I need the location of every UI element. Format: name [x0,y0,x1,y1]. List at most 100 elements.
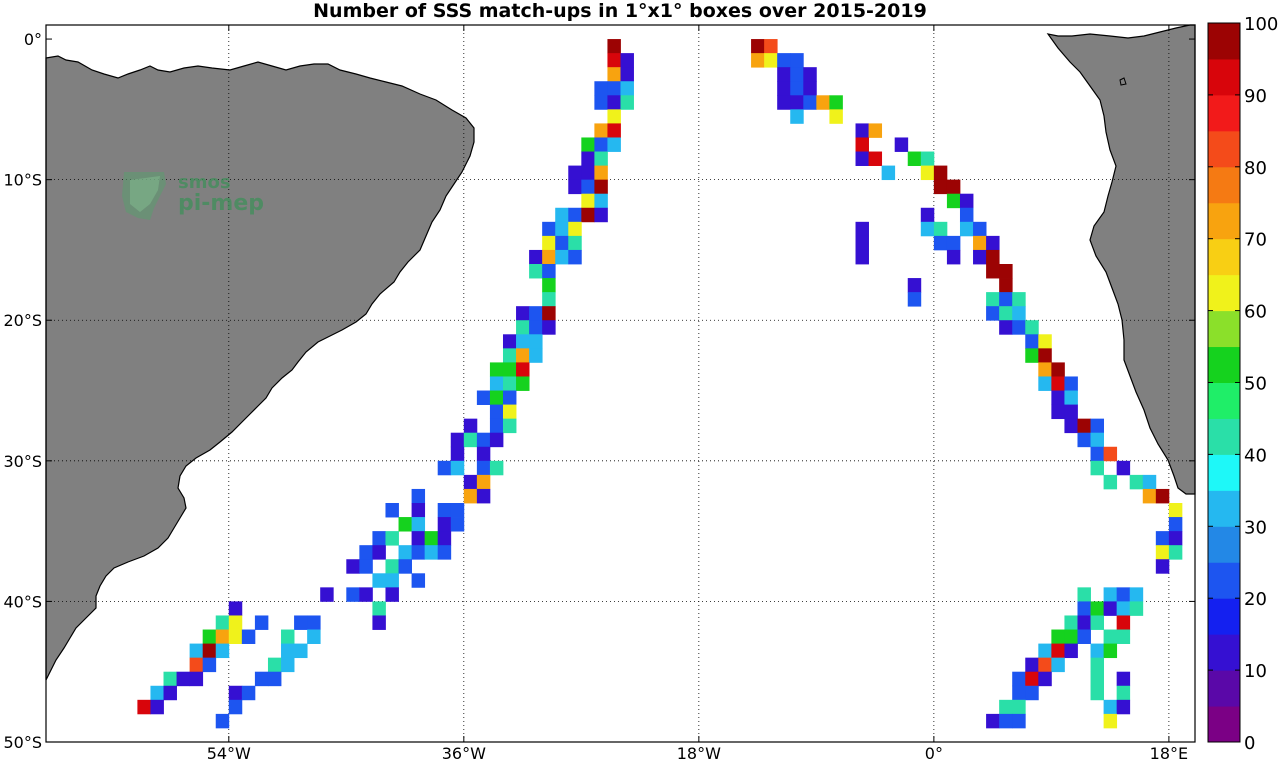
y-tick-label: 30°S [3,452,42,471]
match-up-cell [228,629,243,644]
match-up-cell [1077,601,1091,616]
match-up-cell [946,249,961,265]
match-up-cell [1090,446,1105,462]
match-up-cell [372,573,386,588]
match-up-cell [1025,657,1039,673]
match-up-cell [855,235,869,251]
x-axis-ticks: 54°W 36°W 18°W 0° 18°E [207,25,1188,761]
match-up-cell [215,615,230,630]
match-up-cell [1090,643,1105,659]
match-up-cell [986,306,1000,321]
match-up-cell [607,95,621,110]
match-up-cell [529,264,543,279]
match-up-cell [529,334,543,349]
match-up-cell [372,531,386,546]
match-up-cell [372,615,386,630]
match-up-cell [542,249,556,265]
match-up-cell [1025,671,1039,687]
colorbar-segment [1208,94,1240,132]
y-tick-label: 10°S [3,171,42,190]
match-up-cell [476,460,491,476]
match-up-cell [581,193,595,209]
match-up-cell [1129,474,1144,490]
match-up-cell [999,713,1013,729]
match-up-cell [450,446,465,462]
match-up-cell [489,404,504,420]
match-up-cell [1168,503,1183,518]
match-up-cell [959,221,974,237]
match-up-cell [385,531,399,546]
africa-land [1046,24,1196,495]
colorbar-label: 60 [1244,302,1267,323]
match-up-cell [542,221,556,237]
match-up-cell [999,292,1013,307]
match-up-cell [542,306,556,321]
plot-frame [45,24,1196,743]
match-up-cell [489,432,504,448]
match-up-cell [1103,699,1118,715]
match-up-cell [437,517,452,532]
colorbar-segment [1208,166,1240,204]
colorbar-label: 20 [1244,589,1267,610]
match-up-cell [1142,474,1157,490]
match-up-cell [398,545,412,560]
match-up-cell [398,559,412,574]
match-up-cell [476,488,491,504]
match-up-cell [189,657,204,673]
match-up-cell [1051,643,1065,659]
match-up-cell [920,221,935,237]
match-up-cell [411,545,426,560]
match-up-cell [764,53,778,68]
match-up-cell [489,362,504,377]
match-up-cell [907,292,922,307]
match-up-cell [1090,432,1105,448]
match-up-cell [894,137,909,152]
colorbar-segment [1208,382,1240,419]
match-up-cell [581,151,595,166]
match-up-cell [411,517,426,532]
match-up-cell [607,53,621,68]
match-up-cell [777,67,791,82]
match-up-cell [1012,685,1026,701]
colorbar-label: 30 [1244,517,1267,538]
match-up-cell [502,334,517,349]
match-up-cell [450,432,465,448]
match-up-cell [1038,671,1052,687]
match-up-cell [581,179,595,195]
match-up-cell [855,151,869,166]
colorbar-segment [1208,23,1240,60]
colorbar-segment [1208,454,1240,491]
match-up-cell [581,207,595,223]
match-up-cell [594,123,608,138]
x-tick-label: 18°E [1150,744,1188,761]
match-up-cell [228,601,243,616]
match-up-cell [1116,587,1131,602]
match-up-cell [137,699,151,715]
match-up-cell [751,53,765,68]
colorbar-label: 50 [1244,374,1267,395]
match-up-cell [1103,587,1118,602]
match-up-cell [973,249,987,265]
match-up-cell [254,615,269,630]
match-up-cell [620,53,634,68]
match-up-cell [555,221,569,237]
match-up-cell [489,418,504,434]
match-up-cell [189,671,204,687]
match-up-cell [163,685,177,701]
match-up-cell [1116,629,1131,644]
match-up-cell [502,390,517,405]
match-up-cell [502,418,517,434]
match-up-cell [907,151,922,166]
match-up-cell [1116,671,1131,687]
match-up-cell [581,165,595,181]
match-up-cell [385,573,399,588]
match-up-cell [346,559,360,574]
colorbar-segment [1208,418,1240,455]
match-up-cell [502,362,517,377]
match-up-cell [489,390,504,405]
match-up-cell [202,657,217,673]
match-up-cell [359,559,373,574]
match-up-cell [1155,531,1170,546]
match-up-cell [529,320,543,335]
y-tick-label: 0° [24,30,42,49]
